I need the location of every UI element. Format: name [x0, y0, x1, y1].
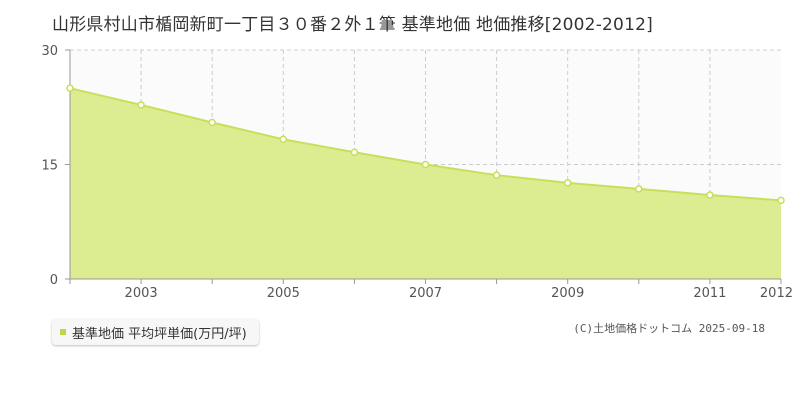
x-tick-label: 2007 — [409, 286, 442, 301]
data-point — [777, 196, 785, 205]
chart-title: 山形県村山市楯岡新町一丁目３０番２外１筆 基準地価 地価推移[2002-2012… — [52, 15, 653, 35]
x-tick-label: 2012 — [760, 286, 793, 301]
y-tick-label: 30 — [41, 44, 58, 59]
copyright-text: (C)土地価格ドットコム 2025-09-18 — [573, 322, 765, 335]
legend: 基準地価 平均坪単価(万円/坪) — [52, 319, 259, 345]
data-point — [279, 135, 288, 144]
data-point — [350, 148, 359, 157]
data-point — [635, 185, 643, 193]
x-tick-label: 2011 — [693, 286, 726, 301]
area-fill — [70, 88, 781, 280]
y-tick-label: 0 — [50, 273, 58, 288]
x-tick-label: 2003 — [125, 286, 158, 301]
data-point — [492, 171, 501, 179]
data-point — [706, 191, 714, 199]
ticks-layer: 2003 2005 2007 2009 2011 2012 0 15 30 — [41, 44, 793, 301]
y-tick-label: 15 — [41, 159, 58, 174]
data-point — [563, 179, 572, 187]
data-point — [66, 84, 74, 92]
data-point — [421, 160, 430, 169]
data-point — [137, 101, 145, 109]
data-point — [208, 118, 216, 127]
x-tick-label: 2009 — [551, 286, 584, 301]
x-tick-label: 2005 — [267, 286, 300, 301]
legend-swatch — [60, 329, 66, 335]
points-layer — [66, 84, 785, 205]
legend-label: 基準地価 平均坪単価(万円/坪) — [72, 326, 247, 342]
